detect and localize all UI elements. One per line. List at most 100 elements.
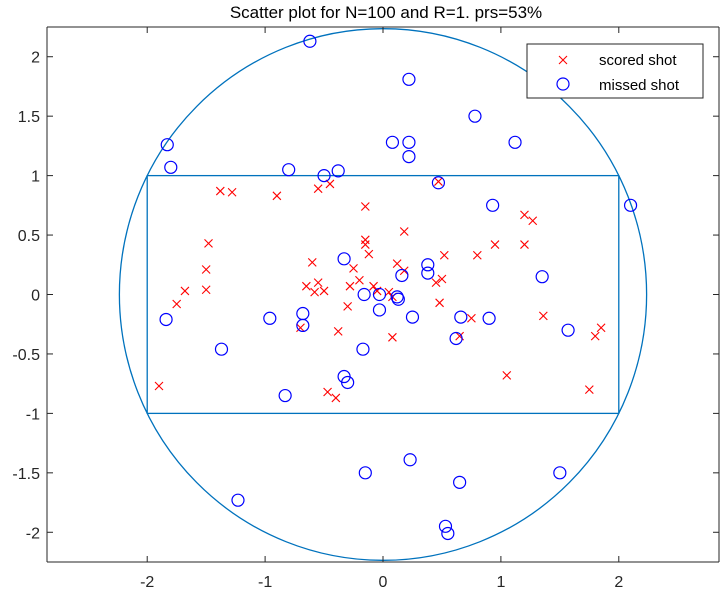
scored-shot-point: [319, 286, 329, 296]
scored-shot-point: [399, 227, 409, 236]
missed-shot-point: [395, 268, 409, 283]
missed-shot-point: [421, 266, 435, 280]
missed-shot-point: [535, 270, 549, 284]
missed-shot-point: [159, 312, 173, 327]
missed-shot-point: [357, 287, 371, 302]
missed-shot-point: [403, 453, 417, 467]
scored-shot-point: [307, 258, 317, 267]
axes: -2 -1 0 1 2 -2 -1.5 -1 -0.5 0 0.5 1 1.5 2: [12, 26, 720, 591]
legend-marker-scored: [558, 55, 568, 65]
missed-shot-point: [317, 169, 331, 183]
scored-shot-point: [467, 313, 476, 323]
missed-shot-point: [623, 198, 638, 212]
x-tick-label: 1: [496, 574, 505, 591]
missed-shot-point: [402, 149, 416, 164]
scored-shot-point: [435, 298, 444, 308]
scored-shot-point: [584, 385, 594, 395]
scored-shot-point: [590, 331, 600, 341]
scored-shot-point: [360, 240, 370, 249]
y-tick-label: 0: [31, 288, 40, 305]
missed-shot-point: [358, 466, 372, 480]
scored-shot-point: [201, 265, 211, 274]
x-tick-label: -2: [140, 574, 154, 591]
missed-shot-point: [553, 466, 567, 480]
missed-shot-point: [390, 290, 404, 304]
scored-shot-point: [502, 370, 512, 380]
missed-shot-point: [337, 252, 351, 266]
scored-shot-point: [472, 250, 482, 260]
missed-shot-point: [263, 311, 277, 325]
scored-shot-point: [204, 238, 213, 248]
scored-shot-point: [154, 381, 164, 391]
y-tick-label: 1: [31, 169, 40, 186]
missed-shot-point: [402, 135, 416, 149]
missed-shot-point: [160, 138, 174, 152]
y-tick-label: 0.5: [18, 228, 40, 245]
scored-shot-point: [596, 323, 606, 333]
legend-label-missed: missed shot: [599, 77, 680, 94]
missed-shot-point: [431, 176, 446, 190]
scored-shot-point: [439, 250, 449, 260]
legend-marker-scored-glyph: [558, 55, 568, 65]
scored-shot-point: [201, 285, 211, 295]
missed-shot-point: [482, 311, 496, 325]
x-tick-label: 0: [379, 574, 388, 591]
legend-label-scored: scored shot: [599, 52, 677, 69]
scored-shot-point: [215, 186, 225, 196]
scored-shot-point: [333, 326, 343, 336]
missed-shot-point: [278, 388, 292, 403]
scored-shot-point: [388, 332, 397, 342]
x-tick-label: 2: [614, 574, 623, 591]
missed-shot-point: [405, 310, 420, 324]
missed-shot-point: [449, 331, 463, 346]
missed-shot-point: [468, 109, 482, 123]
missed-shot-point: [441, 526, 455, 541]
scored-shot-point: [296, 323, 305, 333]
scored-shot-point: [331, 393, 341, 403]
scored-shot-point: [313, 184, 323, 194]
y-tick-label: 2: [31, 50, 40, 67]
scored-shot-point: [310, 287, 320, 297]
scored-shot-point: [520, 210, 529, 220]
scored-shot-point: [355, 275, 364, 285]
scored-shot-point: [313, 278, 323, 288]
missed-shot-point: [214, 342, 229, 356]
missed-shot-point: [508, 135, 522, 149]
legend: scored shot missed shot: [526, 43, 704, 99]
missed-shot-point: [391, 292, 405, 306]
missed-shot-point: [303, 34, 317, 48]
scored-shot-point: [364, 249, 374, 259]
scored-shot-point: [528, 216, 538, 226]
chart-title: Scatter plot for N=100 and R=1. prs=53%: [230, 3, 542, 22]
y-tick-label: -1: [26, 406, 40, 423]
missed-shot-point: [402, 72, 416, 86]
scored-shot-point: [272, 191, 282, 201]
missed-shot-point: [453, 475, 467, 489]
scored-shot-point: [345, 281, 355, 291]
missed-shot-point: [372, 303, 387, 317]
legend-marker-missed-glyph: [556, 77, 570, 91]
missed-shot-point: [385, 135, 400, 149]
scored-shot-point: [434, 177, 443, 186]
missed-shot-point: [231, 493, 245, 507]
legend-marker-missed: [556, 77, 570, 91]
missed-shot-point: [341, 375, 355, 390]
y-tick-label: 1.5: [18, 109, 40, 126]
missed-shot-point: [356, 342, 370, 356]
y-tick-label: -1.5: [12, 466, 40, 483]
scored-shot-point: [323, 387, 332, 397]
scored-shot-point: [349, 263, 358, 273]
scored-shot-point: [490, 240, 500, 249]
data-markers: [154, 34, 638, 541]
target-rectangle: [146, 174, 620, 415]
missed-shot-point: [421, 258, 435, 272]
scored-shot-point: [392, 259, 402, 268]
scored-shot-point: [437, 274, 447, 284]
missed-shot-point: [164, 160, 178, 174]
missed-shot-point: [561, 323, 575, 337]
scored-shot-point: [301, 281, 311, 291]
missed-shot-point: [331, 164, 345, 178]
missed-shot-point: [296, 318, 310, 333]
